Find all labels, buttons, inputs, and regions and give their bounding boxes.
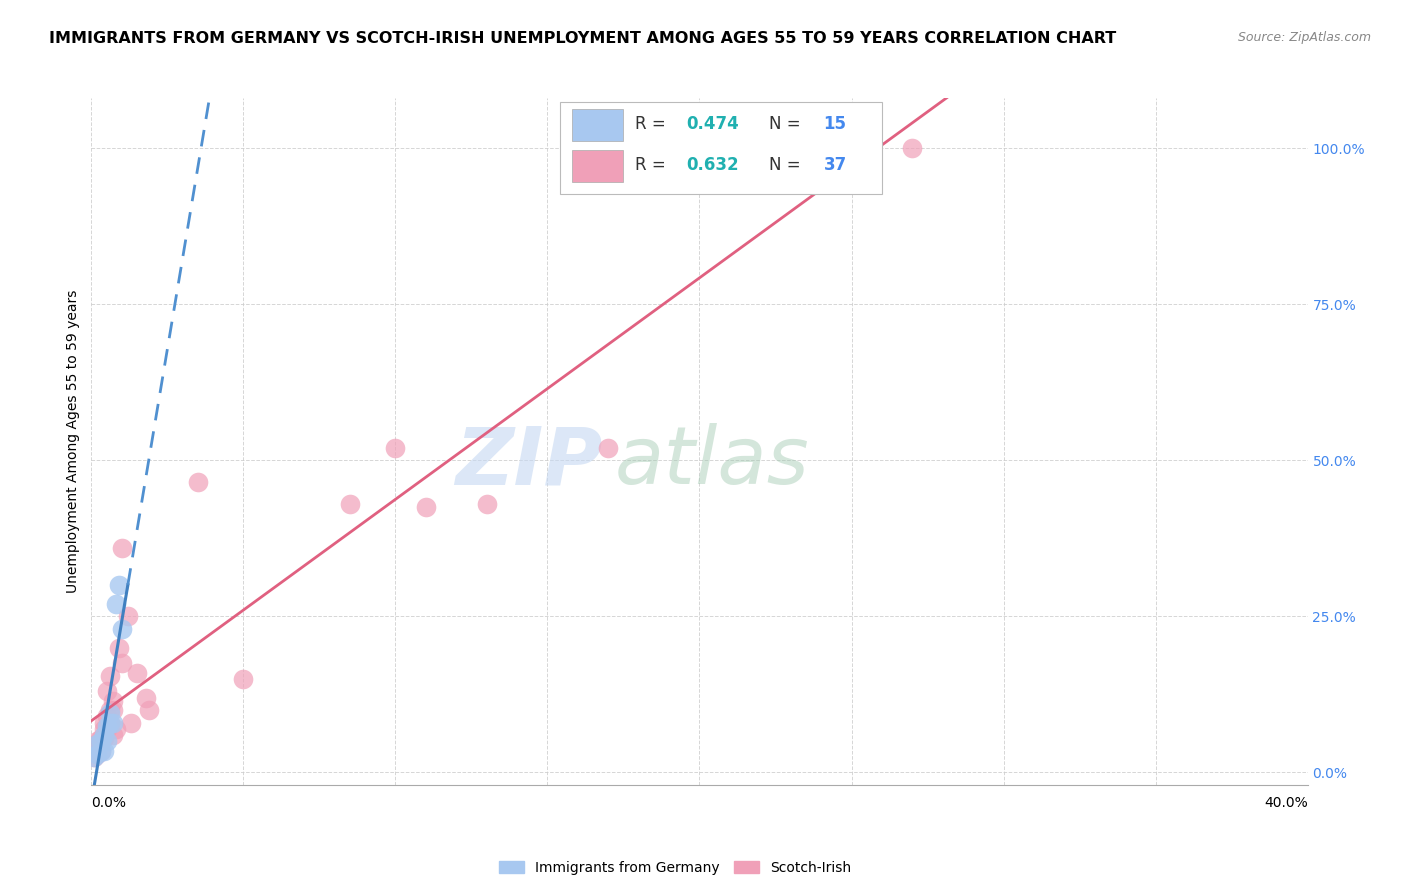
Legend: Immigrants from Germany, Scotch-Irish: Immigrants from Germany, Scotch-Irish — [494, 855, 856, 880]
Y-axis label: Unemployment Among Ages 55 to 59 years: Unemployment Among Ages 55 to 59 years — [66, 290, 80, 593]
Point — [120, 715, 142, 730]
Text: N =: N = — [769, 114, 806, 133]
FancyBboxPatch shape — [572, 109, 623, 141]
Point — [98, 669, 121, 683]
Text: ZIP: ZIP — [454, 423, 602, 501]
Point — [89, 731, 111, 746]
Text: 0.632: 0.632 — [686, 156, 738, 174]
Point — [96, 684, 118, 698]
Point — [96, 722, 118, 736]
Point — [135, 690, 157, 705]
Point — [96, 709, 118, 723]
Text: 37: 37 — [824, 156, 846, 174]
Point — [86, 737, 108, 751]
FancyBboxPatch shape — [560, 102, 882, 194]
Point — [86, 747, 108, 761]
Text: IMMIGRANTS FROM GERMANY VS SCOTCH-IRISH UNEMPLOYMENT AMONG AGES 55 TO 59 YEARS C: IMMIGRANTS FROM GERMANY VS SCOTCH-IRISH … — [49, 31, 1116, 46]
Point — [187, 475, 209, 489]
Point — [107, 640, 129, 655]
Point — [86, 747, 108, 761]
Text: 15: 15 — [824, 114, 846, 133]
Point — [98, 715, 121, 730]
Text: atlas: atlas — [614, 423, 808, 501]
Point — [93, 715, 115, 730]
Point — [104, 722, 127, 736]
Point — [117, 609, 139, 624]
Point — [111, 541, 134, 555]
Point — [101, 694, 124, 708]
FancyBboxPatch shape — [572, 151, 623, 182]
Point — [83, 749, 105, 764]
Point — [101, 728, 124, 742]
Point — [98, 706, 121, 721]
Point — [138, 703, 160, 717]
Point — [96, 734, 118, 748]
Point — [339, 497, 361, 511]
Point — [98, 715, 121, 730]
Point — [83, 740, 105, 755]
Point — [107, 578, 129, 592]
Point — [111, 622, 134, 636]
Point — [96, 719, 118, 733]
Text: N =: N = — [769, 156, 806, 174]
Point — [111, 657, 134, 671]
Point — [104, 597, 127, 611]
Point — [93, 722, 115, 736]
Point — [86, 734, 108, 748]
Point — [101, 703, 124, 717]
Point — [598, 441, 620, 455]
Point — [89, 744, 111, 758]
Point — [232, 672, 254, 686]
Point — [93, 728, 115, 742]
Point — [89, 734, 111, 748]
Point — [83, 749, 105, 764]
Point — [98, 703, 121, 717]
Point — [93, 731, 115, 746]
Text: R =: R = — [636, 156, 671, 174]
Point — [415, 500, 437, 514]
Text: 0.474: 0.474 — [686, 114, 740, 133]
Text: 0.0%: 0.0% — [91, 796, 127, 810]
Point — [101, 715, 124, 730]
Point — [688, 141, 710, 155]
Text: R =: R = — [636, 114, 671, 133]
Point — [475, 497, 498, 511]
Point — [89, 744, 111, 758]
Text: Source: ZipAtlas.com: Source: ZipAtlas.com — [1237, 31, 1371, 45]
Point — [384, 441, 406, 455]
Point — [86, 744, 108, 758]
Point — [901, 141, 924, 155]
Point — [93, 744, 115, 758]
Text: 40.0%: 40.0% — [1264, 796, 1308, 810]
Point — [125, 665, 148, 680]
